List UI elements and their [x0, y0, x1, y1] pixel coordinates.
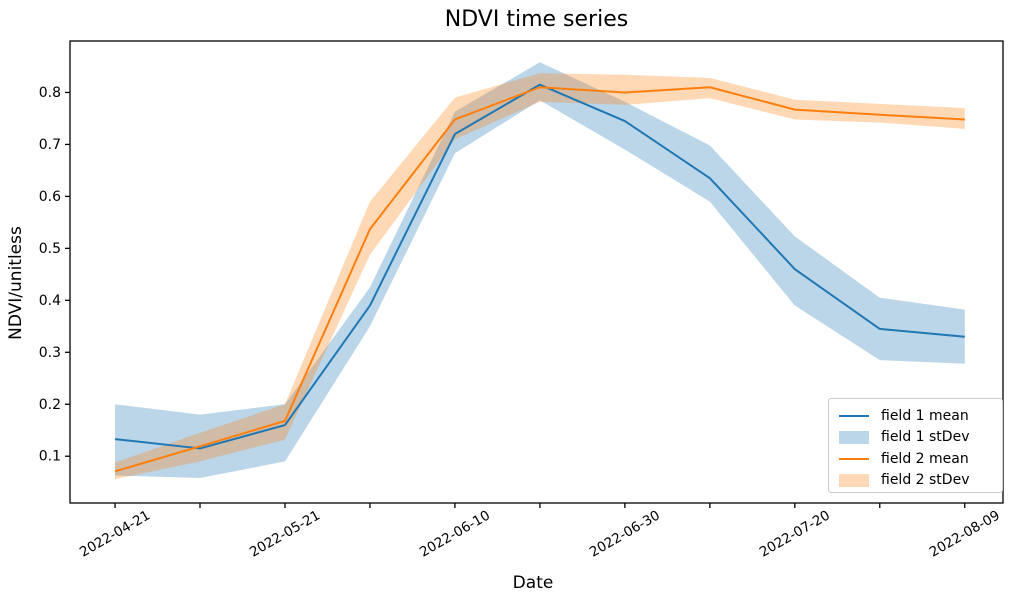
y-tick-label: 0.5	[39, 241, 61, 257]
y-tick-label: 0.6	[39, 189, 61, 205]
x-tick-label: 2022-05-21	[247, 507, 323, 560]
chart-title: NDVI time series	[444, 7, 629, 32]
y-tick-label: 0.8	[39, 85, 61, 101]
axes-frame	[69, 40, 1004, 504]
x-tick-label: 2022-06-10	[417, 507, 493, 560]
legend-label: field 1 stDev	[881, 429, 970, 446]
x-tick-label: 2022-07-20	[757, 507, 833, 560]
legend-item-field-2-mean: field 2 mean	[839, 448, 1002, 470]
legend-swatch-patch-icon	[839, 473, 869, 487]
legend: field 1 mean field 1 stDev field 2 mean fie…	[828, 398, 1003, 493]
line-field-2-mean	[114, 86, 965, 473]
legend-swatch-line-icon	[839, 457, 869, 460]
legend-item-field-1-mean: field 1 mean	[839, 405, 1002, 427]
x-tick-label: 2022-08-09	[927, 507, 1003, 560]
y-tick-label: 0.1	[39, 449, 61, 465]
line-field-1-mean	[114, 83, 965, 450]
legend-swatch-line-icon	[839, 414, 869, 417]
x-tick-label: 2022-06-30	[587, 507, 663, 560]
legend-label: field 2 stDev	[881, 472, 970, 489]
band-field-1-stDev	[115, 62, 965, 479]
legend-label: field 2 mean	[881, 450, 969, 467]
x-axis-label: Date	[512, 573, 554, 593]
legend-item-field-1-stDev: field 1 stDev	[839, 427, 1002, 449]
y-tick-label: 0.3	[39, 345, 61, 361]
legend-swatch-patch-icon	[839, 430, 869, 444]
y-tick-label: 0.4	[39, 293, 61, 309]
y-tick-label: 0.7	[39, 137, 61, 153]
y-tick-label: 0.2	[39, 397, 61, 413]
legend-item-field-2-stDev: field 2 stDev	[839, 470, 1002, 492]
x-tick-label: 2022-04-21	[77, 507, 153, 560]
legend-label: field 1 mean	[881, 407, 969, 424]
